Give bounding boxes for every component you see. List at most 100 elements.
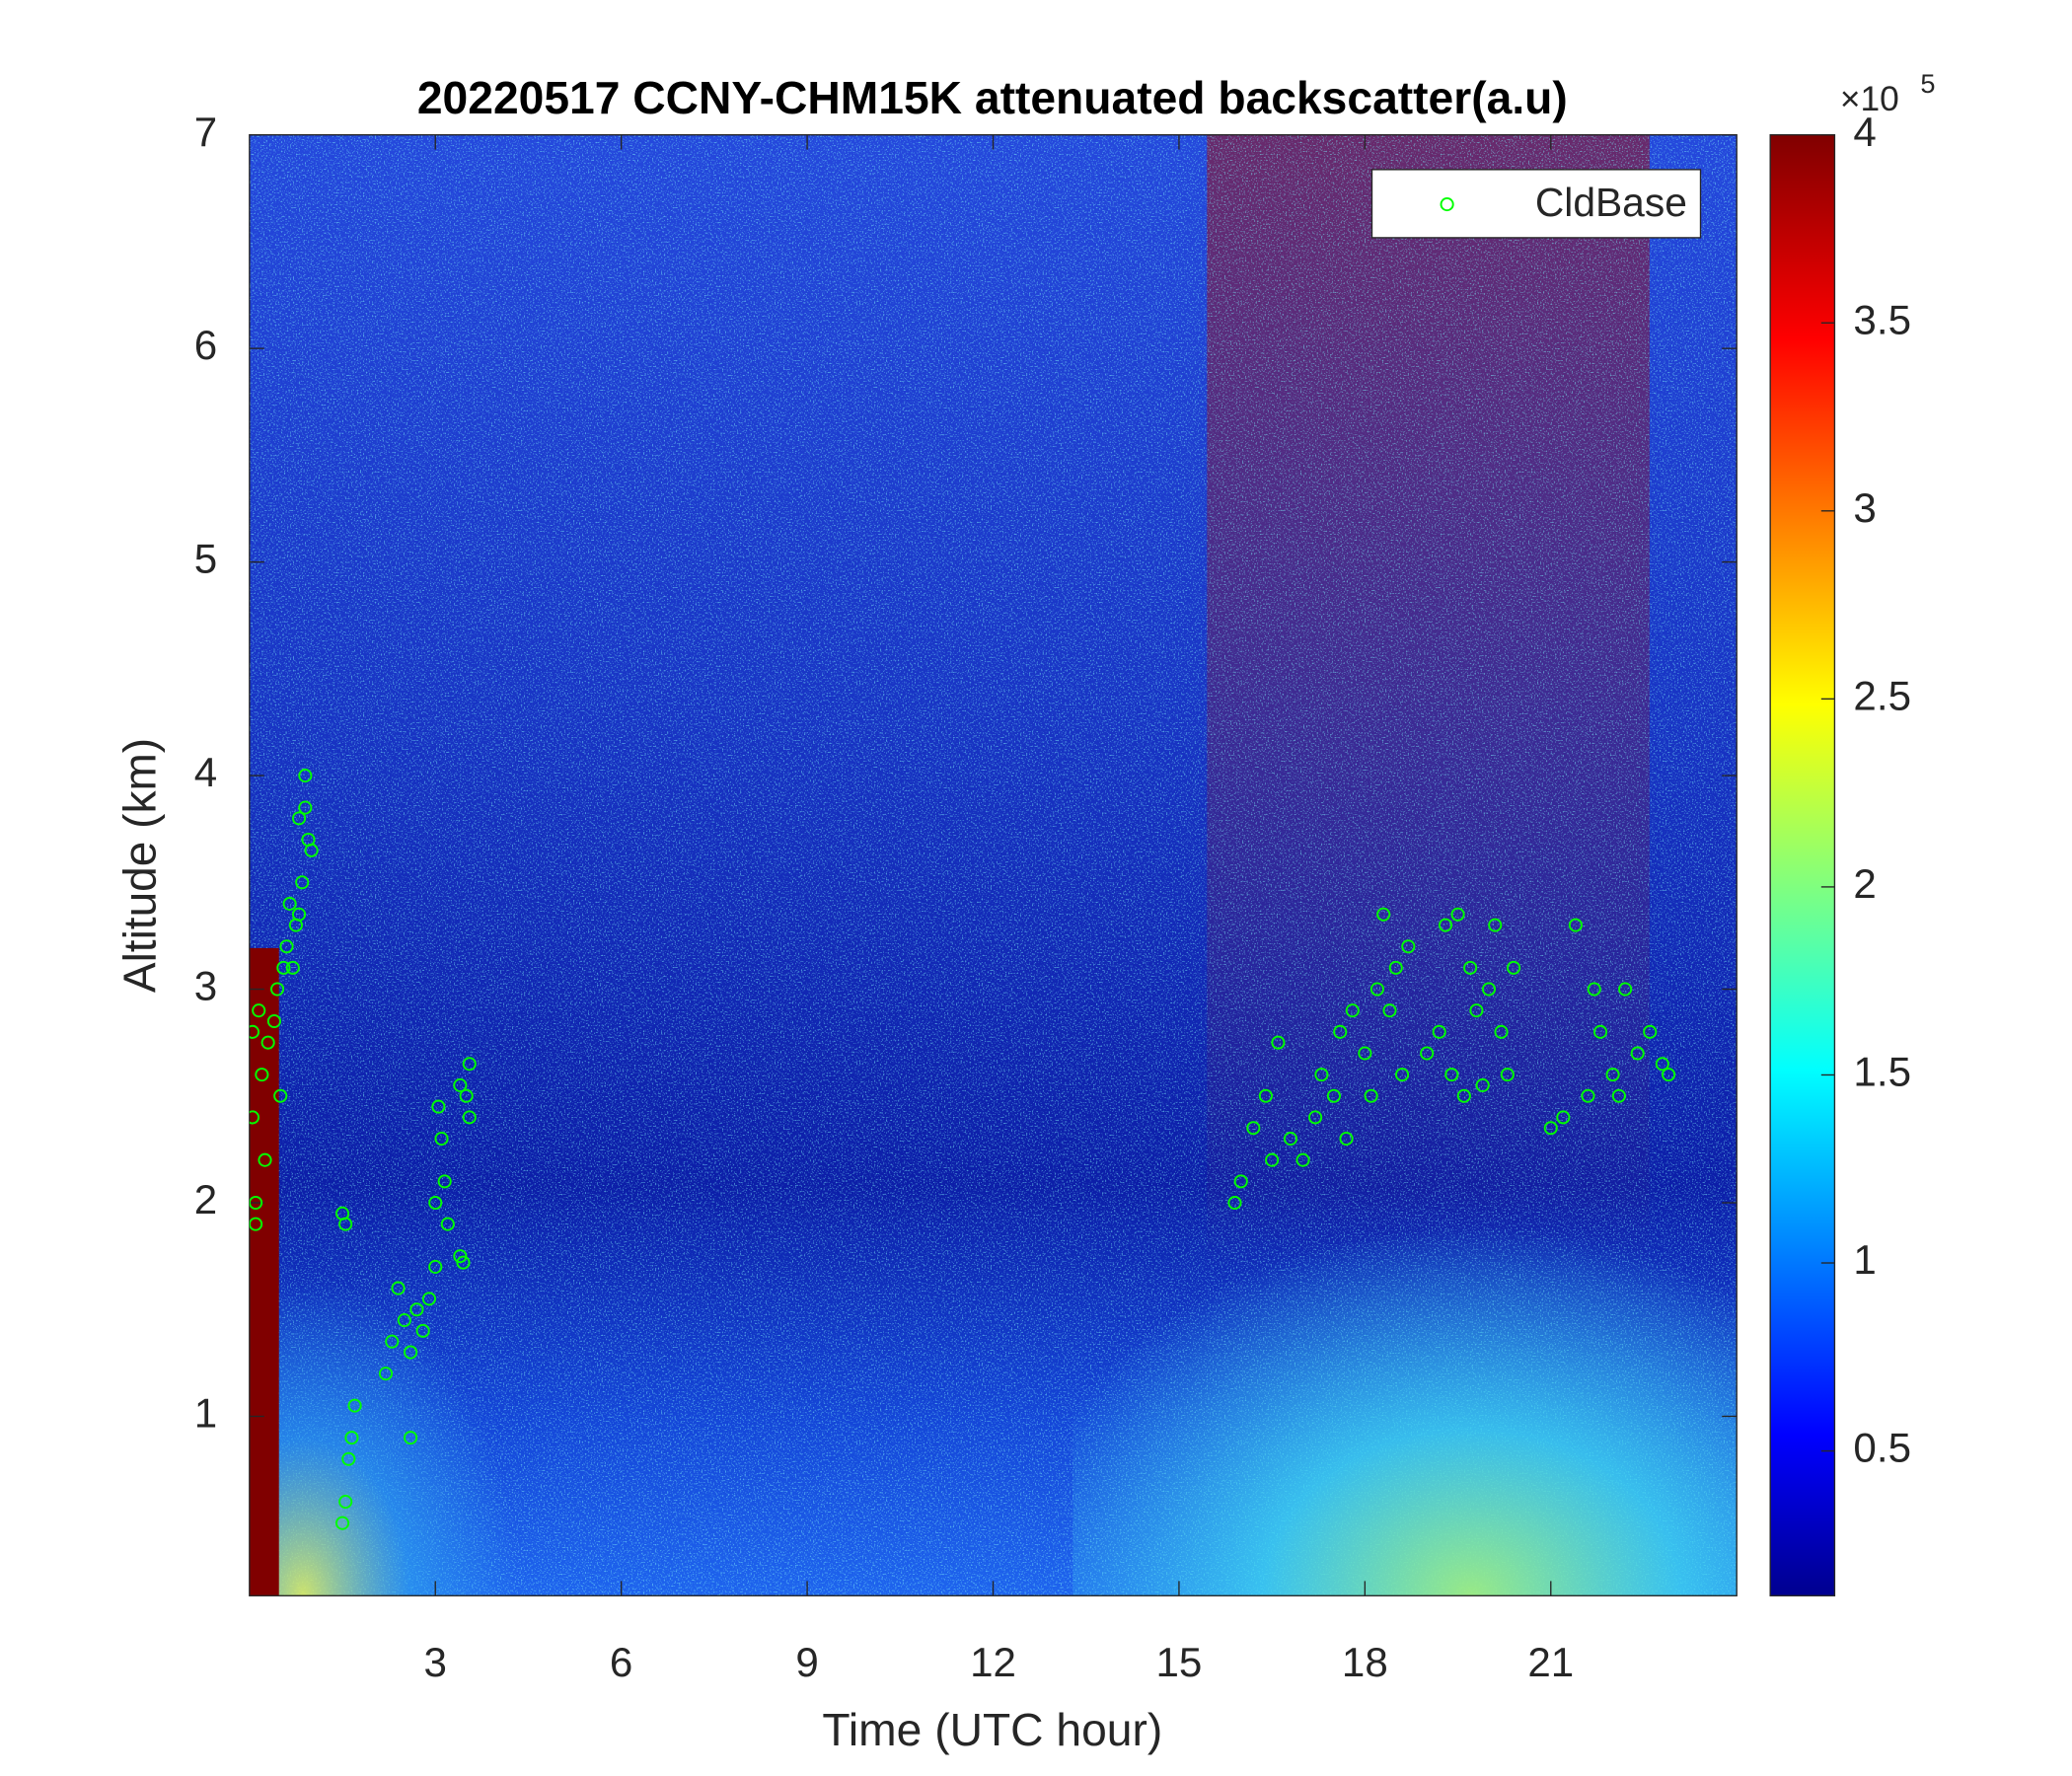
cloud-base-point bbox=[252, 1003, 266, 1018]
y-axis-label: Altitude (km) bbox=[114, 738, 166, 993]
cloud-base-point bbox=[1611, 1088, 1626, 1103]
cloud-base-point bbox=[421, 1292, 437, 1306]
cloud-base-point bbox=[1233, 1174, 1248, 1189]
cloud-base-point bbox=[1314, 1068, 1329, 1082]
cloud-base-point bbox=[1376, 907, 1391, 922]
cloud-base-point bbox=[1339, 1132, 1354, 1147]
cloud-base-point bbox=[440, 1217, 455, 1231]
cloud-base-point bbox=[1394, 1068, 1410, 1082]
cloud-base-point bbox=[344, 1431, 359, 1445]
cloud-base-point bbox=[1432, 1024, 1446, 1039]
cloud-base-point bbox=[437, 1174, 452, 1189]
cloud-base-point bbox=[341, 1451, 356, 1466]
heatmap bbox=[249, 134, 1738, 1596]
chart-title: 20220517 CCNY-CHM15K attenuated backscat… bbox=[417, 72, 1568, 123]
cloud-base-point bbox=[1592, 1024, 1608, 1039]
cloud-base-point bbox=[462, 1057, 477, 1072]
y-tick-label: 6 bbox=[194, 322, 217, 368]
x-tick-label: 9 bbox=[795, 1639, 818, 1685]
cloud-base-point bbox=[404, 1431, 418, 1445]
y-tick-label: 2 bbox=[194, 1176, 217, 1222]
cloud-base-point bbox=[1643, 1024, 1658, 1039]
cloud-base-point bbox=[285, 960, 300, 975]
cloud-base-point bbox=[1507, 960, 1521, 975]
cloud-base-point bbox=[266, 1013, 282, 1029]
cloud-base-point bbox=[1494, 1024, 1509, 1039]
x-tick-label: 15 bbox=[1155, 1639, 1202, 1685]
cloud-base-point bbox=[428, 1195, 443, 1211]
cloud-base-point bbox=[249, 1195, 263, 1211]
legend: CldBase bbox=[1370, 169, 1702, 239]
cloud-base-point bbox=[1295, 1152, 1310, 1167]
cloud-base-point bbox=[273, 1088, 288, 1103]
cloud-base-point bbox=[1382, 1003, 1397, 1018]
cloud-base-point bbox=[338, 1217, 353, 1231]
cloud-base-point bbox=[258, 1152, 272, 1167]
colorbar-tick-label: 2 bbox=[1853, 860, 1876, 907]
cloud-base-point bbox=[462, 1110, 477, 1125]
colorbar bbox=[1769, 134, 1836, 1596]
cloud-base-point bbox=[428, 1259, 443, 1274]
cloud-base-point bbox=[279, 939, 294, 954]
legend-box bbox=[1370, 169, 1702, 239]
cloud-base-point bbox=[304, 843, 319, 857]
cloud-base-point bbox=[453, 1077, 468, 1092]
x-tick-label: 21 bbox=[1527, 1639, 1574, 1685]
cloud-base-point bbox=[1481, 982, 1497, 997]
cloud-base-point bbox=[397, 1313, 411, 1328]
cloud-base-point bbox=[1450, 907, 1465, 922]
cloud-base-point bbox=[415, 1323, 430, 1338]
cloud-base-point bbox=[1364, 1088, 1378, 1103]
cloud-base-point bbox=[1227, 1195, 1242, 1211]
cloud-base-point bbox=[295, 875, 310, 890]
x-tick-label: 6 bbox=[610, 1639, 632, 1685]
cloud-base-point bbox=[1283, 1132, 1298, 1147]
cloud-base-point bbox=[276, 960, 291, 975]
cloud-base-point bbox=[1662, 1068, 1676, 1082]
cloud-base-point bbox=[282, 896, 297, 911]
cloud-base-point bbox=[459, 1088, 474, 1103]
cloud-base-point bbox=[1463, 960, 1478, 975]
cloud-base-point bbox=[1246, 1121, 1261, 1136]
cloud-base-point bbox=[291, 811, 307, 826]
legend-label: CldBase bbox=[1535, 180, 1687, 225]
colorbar-tick-label: 4 bbox=[1853, 109, 1876, 155]
cloud-base-point bbox=[1271, 1035, 1286, 1050]
cloud-base-point bbox=[1655, 1057, 1669, 1072]
colorbar-tick-label: 3 bbox=[1853, 484, 1876, 531]
cloud-base-point bbox=[456, 1255, 471, 1270]
y-tick-label: 5 bbox=[194, 536, 217, 582]
cloud-base-point bbox=[404, 1345, 418, 1360]
cloud-base-point bbox=[338, 1495, 353, 1510]
cloud-base-point bbox=[1488, 918, 1503, 932]
cloud-base-point bbox=[1500, 1068, 1515, 1082]
y-tick-label: 4 bbox=[194, 749, 217, 795]
cloud-base-point bbox=[255, 1068, 269, 1082]
x-tick-label: 18 bbox=[1342, 1639, 1388, 1685]
cloud-base-point bbox=[1326, 1088, 1342, 1103]
cloud-base-point bbox=[1456, 1088, 1471, 1103]
x-axis-label: Time (UTC hour) bbox=[822, 1704, 1162, 1755]
colorbar-tick-label: 1.5 bbox=[1853, 1049, 1911, 1095]
colorbar-multiplier: ×10 bbox=[1840, 80, 1899, 118]
colorbar-tick-label: 2.5 bbox=[1853, 673, 1911, 719]
cloud-base-point bbox=[1618, 982, 1633, 997]
cloud-base-point bbox=[1265, 1152, 1280, 1167]
cloud-base-point bbox=[1333, 1024, 1348, 1039]
cloud-base-point bbox=[298, 800, 313, 815]
cloud-base-point bbox=[391, 1281, 406, 1295]
x-tick-label: 3 bbox=[424, 1639, 447, 1685]
cloud-base-point bbox=[347, 1398, 362, 1413]
cloud-base-point bbox=[431, 1099, 446, 1114]
cloud-base-point bbox=[385, 1334, 400, 1349]
cloud-base-point bbox=[453, 1249, 468, 1264]
y-tick-label: 3 bbox=[194, 963, 217, 1009]
cloud-base-point bbox=[409, 1302, 424, 1317]
cloud-base-point bbox=[1345, 1003, 1360, 1018]
cloud-base-point bbox=[1587, 982, 1601, 997]
colorbar-exponent: 5 bbox=[1920, 68, 1935, 99]
y-tick-label: 7 bbox=[194, 109, 217, 155]
cloud-base-point bbox=[249, 1217, 263, 1231]
